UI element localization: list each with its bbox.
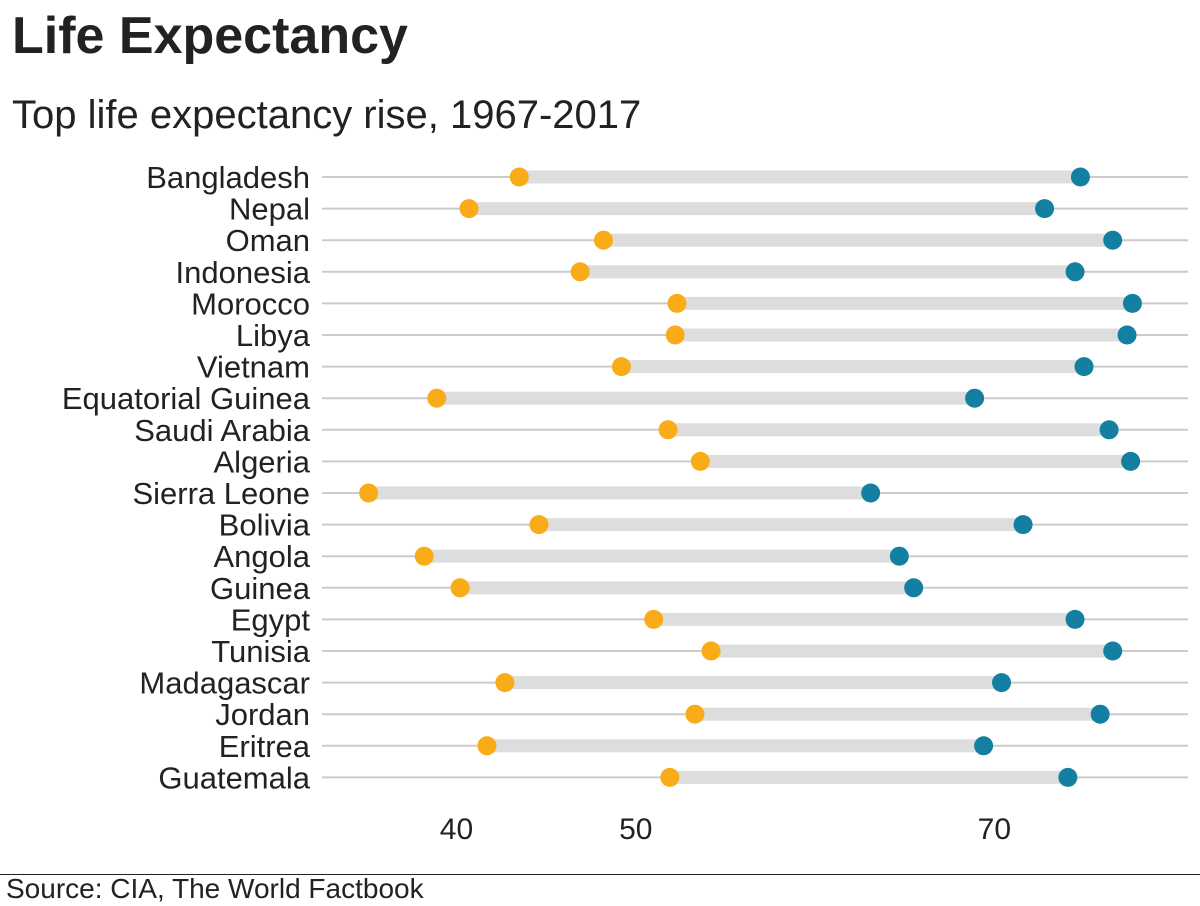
start-point: [477, 736, 497, 756]
category-label: Bolivia: [219, 508, 311, 543]
end-point: [1103, 230, 1123, 250]
end-point: [1117, 325, 1137, 345]
start-point: [660, 767, 680, 787]
start-point: [459, 199, 479, 219]
end-point: [904, 578, 924, 598]
start-points: [359, 167, 721, 787]
category-label: Tunisia: [211, 634, 311, 669]
start-point: [509, 167, 529, 187]
x-tick-label: 70: [978, 813, 1011, 846]
end-point: [974, 736, 994, 756]
start-point: [359, 483, 379, 503]
chart-title: Life Expectancy: [12, 7, 408, 65]
start-point: [644, 609, 664, 629]
category-label: Morocco: [191, 286, 310, 321]
end-point: [965, 388, 985, 408]
range-bars: [368, 170, 1133, 784]
start-point: [529, 515, 549, 535]
x-tick-label: 40: [440, 813, 473, 846]
end-point: [1122, 293, 1142, 313]
end-point: [1013, 515, 1033, 535]
start-point: [414, 546, 434, 566]
end-point: [1074, 357, 1094, 377]
end-points: [861, 167, 1142, 787]
category-label: Algeria: [214, 444, 311, 479]
start-point: [593, 230, 613, 250]
source-note: Source: CIA, The World Factbook: [6, 873, 424, 904]
start-point: [701, 641, 721, 661]
end-point: [1035, 199, 1055, 219]
category-labels: BangladeshNepalOmanIndonesiaMoroccoLibya…: [62, 160, 311, 795]
x-axis-ticks: 40 50 70: [440, 813, 1011, 846]
start-point: [427, 388, 447, 408]
start-point: [450, 578, 470, 598]
category-label: Egypt: [231, 602, 311, 637]
dumbbell-chart: BangladeshNepalOmanIndonesiaMoroccoLibya…: [62, 160, 1188, 846]
category-label: Equatorial Guinea: [62, 381, 311, 416]
category-label: Guatemala: [158, 760, 310, 795]
category-label: Indonesia: [176, 255, 311, 290]
end-point: [1090, 704, 1110, 724]
category-label: Guinea: [210, 571, 311, 606]
start-point: [667, 293, 687, 313]
end-point: [1058, 767, 1078, 787]
category-label: Bangladesh: [146, 160, 310, 195]
category-label: Libya: [236, 318, 311, 353]
start-point: [495, 673, 515, 693]
category-label: Vietnam: [197, 350, 310, 385]
start-point: [658, 420, 678, 440]
category-label: Angola: [213, 539, 310, 574]
chart-subtitle: Top life expectancy rise, 1967-2017: [12, 93, 642, 137]
end-point: [1099, 420, 1119, 440]
category-label: Eritrea: [219, 729, 311, 764]
end-point: [1070, 167, 1090, 187]
start-point: [690, 451, 710, 471]
category-label: Nepal: [229, 192, 310, 227]
x-tick-label: 50: [619, 813, 652, 846]
start-point: [611, 357, 631, 377]
category-label: Oman: [226, 223, 310, 258]
end-point: [1103, 641, 1123, 661]
end-point: [1065, 609, 1085, 629]
start-point: [570, 262, 590, 282]
end-point: [889, 546, 909, 566]
end-point: [1121, 451, 1141, 471]
end-point: [992, 673, 1012, 693]
start-point: [685, 704, 705, 724]
category-label: Sierra Leone: [132, 476, 310, 511]
start-point: [665, 325, 685, 345]
end-point: [1065, 262, 1085, 282]
category-label: Madagascar: [139, 666, 310, 701]
category-label: Saudi Arabia: [134, 413, 311, 448]
category-label: Jordan: [215, 697, 310, 732]
end-point: [861, 483, 881, 503]
source-divider: [0, 874, 1200, 875]
